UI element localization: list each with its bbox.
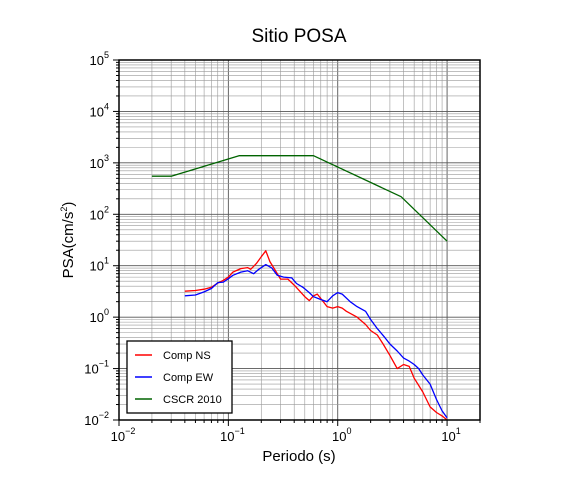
y-tick-label-exponent: 3 bbox=[104, 153, 109, 163]
y-tick-label-base: 10 bbox=[90, 310, 104, 325]
x-tick-label-base: 10 bbox=[332, 429, 346, 444]
y-tick-label: 10−1 bbox=[84, 359, 109, 377]
y-axis-label-close: ) bbox=[60, 202, 77, 207]
x-tick-label: 10−2 bbox=[111, 426, 136, 444]
series-layer bbox=[151, 155, 448, 421]
y-tick-label: 102 bbox=[90, 204, 109, 222]
y-tick-label-exponent: 5 bbox=[104, 50, 109, 60]
x-tick-label: 101 bbox=[441, 426, 460, 444]
y-axis-label: PSA(cm/s2) bbox=[59, 202, 77, 279]
y-tick-label-base: 10 bbox=[90, 53, 104, 68]
x-tick-label-exponent: −1 bbox=[234, 426, 244, 436]
y-tick-label: 105 bbox=[90, 50, 109, 68]
legend-label: Comp NS bbox=[163, 350, 211, 362]
series-line-3 bbox=[151, 155, 448, 242]
x-tick-label-exponent: 1 bbox=[456, 426, 461, 436]
x-tick-label: 100 bbox=[332, 426, 351, 444]
x-tick-label-base: 10 bbox=[441, 429, 455, 444]
y-tick-label-exponent: 4 bbox=[104, 101, 109, 111]
legend-label: CSCR 2010 bbox=[163, 394, 222, 406]
y-tick-label: 103 bbox=[90, 153, 109, 171]
y-tick-label-base: 10 bbox=[90, 104, 104, 119]
y-tick-label: 101 bbox=[90, 256, 109, 274]
x-tick-label-base: 10 bbox=[111, 429, 125, 444]
y-tick-label: 104 bbox=[90, 101, 109, 119]
y-tick-label-base: 10 bbox=[90, 259, 104, 274]
y-tick-label-exponent: −2 bbox=[99, 410, 109, 420]
legend: Comp NS Comp EW CSCR 2010 bbox=[126, 340, 233, 414]
y-tick-label-base: 10 bbox=[90, 207, 104, 222]
y-tick-label: 100 bbox=[90, 307, 109, 325]
y-tick-label-exponent: 0 bbox=[104, 307, 109, 317]
x-tick-label-exponent: 0 bbox=[346, 426, 351, 436]
y-tick-label-exponent: 2 bbox=[104, 204, 109, 214]
legend-label: Comp EW bbox=[163, 372, 214, 384]
y-tick-label-exponent: −1 bbox=[99, 359, 109, 369]
chart-title: Sitio POSA bbox=[251, 26, 346, 47]
x-tick-label-base: 10 bbox=[220, 429, 234, 444]
x-tick-label: 10−1 bbox=[220, 426, 245, 444]
y-tick-label-base: 10 bbox=[90, 156, 104, 171]
x-axis-label: Periodo (s) bbox=[262, 448, 335, 465]
x-tick-label-exponent: −2 bbox=[125, 426, 135, 436]
legend-items: Comp NS Comp EW CSCR 2010 bbox=[135, 350, 222, 406]
plot-frame bbox=[118, 59, 481, 421]
y-tick-label-exponent: 1 bbox=[104, 256, 109, 266]
y-tick-label-base: 10 bbox=[84, 413, 98, 428]
y-tick-label-base: 10 bbox=[84, 362, 98, 377]
y-axis-label-base: PSA(cm/s bbox=[60, 212, 77, 279]
y-tick-label: 10−2 bbox=[84, 410, 109, 428]
series-line-2 bbox=[184, 263, 448, 419]
y-axis-label-superscript: 2 bbox=[59, 207, 69, 212]
